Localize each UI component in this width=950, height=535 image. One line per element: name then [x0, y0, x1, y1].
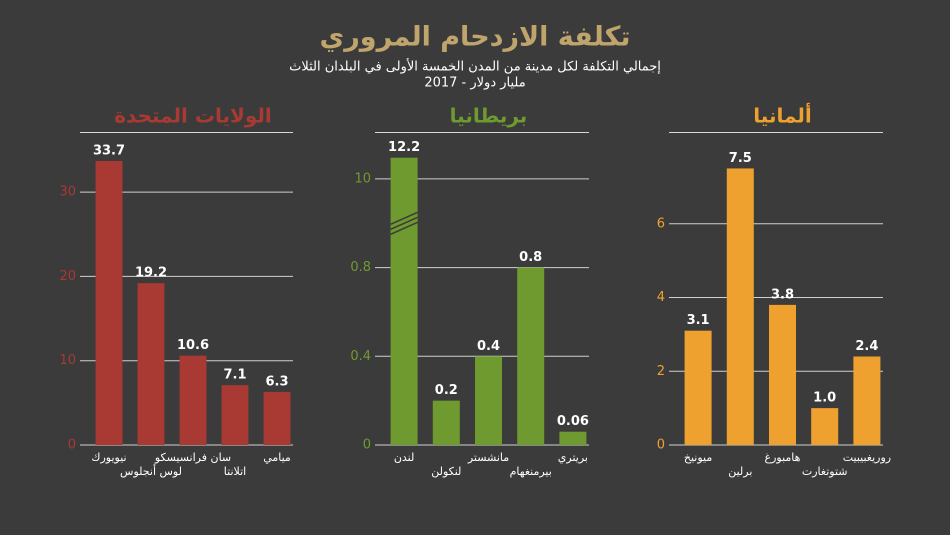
panel-underline — [80, 132, 293, 133]
panel-title: بريطانيا — [450, 104, 528, 128]
value-label: 7.5 — [729, 151, 752, 166]
bar — [726, 168, 754, 445]
y-tick-label: 20 — [59, 269, 76, 284]
value-label: 12.2 — [388, 140, 420, 155]
x-tick-label: اتلانتا — [224, 465, 246, 478]
value-label: 2.4 — [855, 339, 878, 354]
x-tick-label: لندن — [394, 451, 415, 464]
bar — [517, 267, 545, 445]
panel-title: الولايات المتحدة — [114, 104, 272, 128]
value-label: 3.8 — [771, 287, 794, 302]
bar — [559, 431, 587, 445]
axis-break-mark — [390, 211, 418, 225]
bar — [95, 160, 123, 445]
bar — [768, 304, 797, 445]
value-label: 19.2 — [135, 266, 167, 281]
x-tick-label: مانشستر — [467, 451, 509, 464]
bar — [684, 330, 712, 445]
axis-break-mark — [390, 216, 418, 230]
panel-underline — [375, 132, 589, 133]
page-title: تكلفة الازدحام المروري — [320, 22, 631, 53]
x-tick-label: ميونيخ — [684, 451, 712, 464]
bar — [263, 391, 291, 445]
y-tick-label: 0 — [68, 438, 76, 453]
value-label: 33.7 — [93, 143, 125, 158]
value-label: 10.6 — [177, 338, 209, 353]
y-tick-label: 0.8 — [350, 260, 371, 275]
value-label: 0.4 — [477, 339, 500, 354]
x-tick-label: ميامي — [263, 451, 291, 464]
x-tick-label: شتوتغارت — [802, 465, 848, 478]
bar — [432, 400, 460, 445]
value-label: 3.1 — [687, 313, 710, 328]
y-tick-label: 10 — [59, 353, 76, 368]
value-label: 0.06 — [557, 414, 589, 429]
bar — [811, 408, 839, 445]
x-tick-label: لوس أنجلوس — [120, 464, 182, 478]
subtitle: 2017 - مليار دولار — [424, 76, 525, 91]
bar — [390, 157, 418, 446]
x-tick-label: نيويورك — [91, 451, 126, 464]
panel-title: ألمانيا — [753, 102, 811, 128]
subtitle: إجمالي التكلفة لكل مدينة من المدن الخمسة… — [289, 58, 661, 75]
x-tick-label: برلين — [728, 465, 752, 478]
value-label: 6.3 — [265, 374, 288, 389]
y-tick-label: 4 — [657, 290, 665, 305]
x-tick-label: روريغبيبيت — [843, 451, 891, 464]
bar — [221, 385, 249, 445]
y-tick-label: 30 — [59, 185, 76, 200]
bar — [179, 355, 207, 445]
x-tick-label: هامبورغ — [765, 451, 801, 464]
y-tick-label: 6 — [657, 216, 665, 231]
y-tick-label: 0.4 — [350, 349, 371, 364]
y-tick-label: 10 — [354, 171, 371, 186]
y-tick-label: 2 — [657, 364, 665, 379]
x-tick-label: لنكولن — [431, 465, 461, 478]
y-tick-label: 0 — [657, 438, 665, 453]
x-tick-label: سان فرانسيسكو — [154, 451, 231, 464]
x-tick-label: بيرمنغهام — [510, 465, 552, 478]
bar — [137, 283, 165, 445]
axis-break-mark — [390, 221, 418, 235]
value-label: 0.8 — [519, 250, 542, 265]
bar — [474, 356, 503, 445]
x-tick-label: بريتري — [558, 451, 588, 464]
panel-underline — [669, 132, 883, 133]
y-tick-label: 0 — [363, 438, 371, 453]
value-label: 7.1 — [223, 368, 246, 383]
value-label: 1.0 — [813, 391, 836, 406]
bar — [853, 356, 881, 445]
value-label: 0.2 — [435, 383, 458, 398]
